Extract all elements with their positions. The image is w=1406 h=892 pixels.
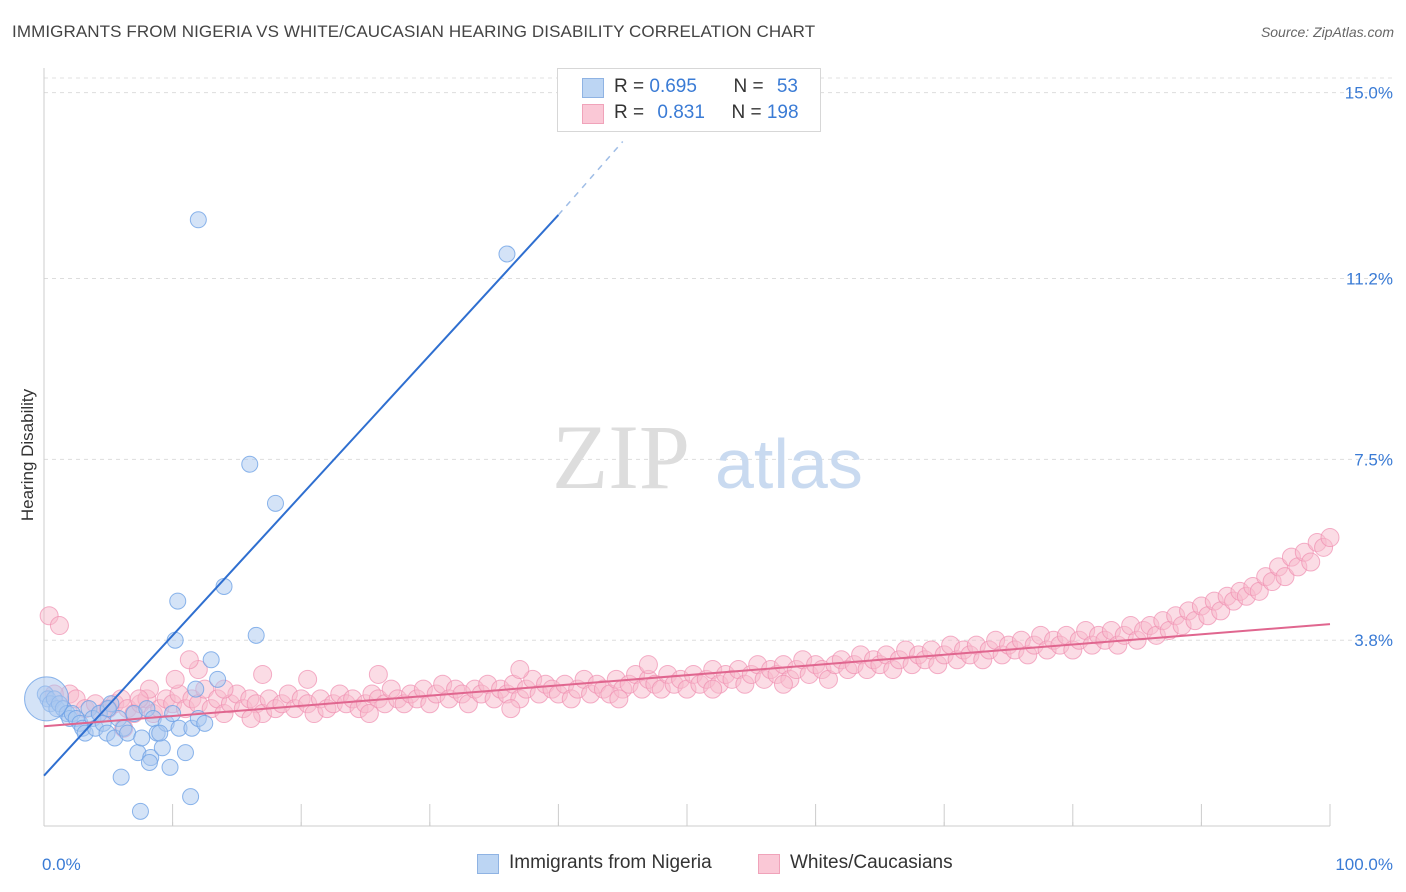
series-whites-points xyxy=(39,528,1340,738)
nigeria-point xyxy=(241,455,259,473)
bottom-legend-swatch-blue xyxy=(477,854,499,874)
nigeria-point xyxy=(161,758,179,776)
whites-point xyxy=(1301,552,1321,572)
bottom-legend-label: Whites/Caucasians xyxy=(790,852,953,873)
nigeria-point xyxy=(151,724,169,742)
x-tick-label: 0.0% xyxy=(42,855,81,874)
legend-r-value: 0.831 xyxy=(657,102,705,123)
trend-lines xyxy=(43,141,1331,777)
y-axis-label: Hearing Disability xyxy=(18,388,37,521)
whites-point xyxy=(1275,567,1295,587)
legend-swatch-blue xyxy=(582,78,604,98)
bottom-legend-swatch-pink xyxy=(758,854,780,874)
nigeria-point xyxy=(182,788,200,806)
series-nigeria-points xyxy=(24,211,516,820)
whites-point xyxy=(368,664,388,684)
y-tick-label: 3.8% xyxy=(1354,631,1393,650)
nigeria-point xyxy=(99,700,117,718)
whites-point xyxy=(298,669,318,689)
nigeria-point xyxy=(153,739,171,757)
nigeria-point xyxy=(189,211,207,229)
nigeria-trend-line xyxy=(43,214,560,777)
legend-n-value: 53 xyxy=(776,76,798,97)
nigeria-point xyxy=(140,753,158,771)
legend-r-label: R = xyxy=(614,76,650,97)
whites-point xyxy=(501,699,521,719)
legend-swatch-pink xyxy=(582,104,604,124)
whites-point xyxy=(49,616,69,636)
legend-n-value: 198 xyxy=(766,102,799,123)
nigeria-point xyxy=(169,592,187,610)
whites-point xyxy=(638,655,658,675)
y-tick-label: 15.0% xyxy=(1345,84,1393,103)
whites-point xyxy=(773,674,793,694)
whites-trend-line xyxy=(43,623,1331,728)
whites-point xyxy=(165,669,185,689)
whites-point xyxy=(359,704,379,724)
nigeria-point xyxy=(176,744,194,762)
legend-r-value: 0.695 xyxy=(649,76,697,97)
nigeria-point xyxy=(112,768,130,786)
axes xyxy=(43,68,1331,827)
y-tick-label: 7.5% xyxy=(1354,450,1393,469)
nigeria-point xyxy=(131,802,149,820)
whites-point xyxy=(510,660,530,680)
nigeria-point xyxy=(266,494,284,512)
whites-point xyxy=(253,664,273,684)
whites-point xyxy=(241,708,261,728)
whites-point xyxy=(179,650,199,670)
bottom-legend-label: Immigrants from Nigeria xyxy=(509,852,712,873)
legend-r-label: R = xyxy=(614,102,650,123)
legend-n-label: N = xyxy=(733,76,769,97)
nigeria-point xyxy=(187,680,205,698)
correlation-legend: R = 0.695 N = 53 R = 0.831 N = 198 xyxy=(557,68,821,132)
nigeria-point xyxy=(209,670,227,688)
watermark-atlas: atlas xyxy=(715,425,863,503)
y-tick-label: 11.2% xyxy=(1346,269,1393,288)
nigeria-point xyxy=(196,714,214,732)
nigeria-large-point xyxy=(24,676,70,722)
tick-labels: 3.8% 7.5% 11.2% 15.0% 0.0% 100.0% xyxy=(42,84,1393,874)
nigeria-point xyxy=(202,651,220,669)
nigeria-trend-extension xyxy=(557,141,624,216)
nigeria-point xyxy=(247,626,265,644)
watermark-zip: ZIP xyxy=(552,406,690,508)
whites-point xyxy=(703,679,723,699)
nigeria-point xyxy=(119,724,137,742)
chart-source: Source: ZipAtlas.com xyxy=(1260,24,1394,40)
nigeria-point xyxy=(498,245,516,263)
whites-point xyxy=(609,689,629,709)
chart-title: IMMIGRANTS FROM NIGERIA VS WHITE/CAUCASI… xyxy=(12,22,816,41)
x-tick-label: 100.0% xyxy=(1335,855,1393,874)
nigeria-point xyxy=(133,729,151,747)
nigeria-point xyxy=(164,705,182,723)
legend-n-label: N = xyxy=(731,102,767,123)
whites-point xyxy=(1320,528,1340,548)
